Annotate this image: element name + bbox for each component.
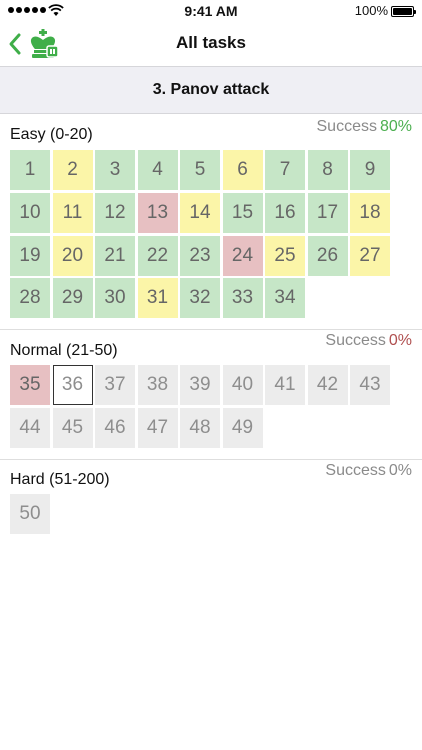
- task-cell[interactable]: 10: [10, 192, 50, 233]
- task-cell[interactable]: 42: [307, 365, 348, 405]
- task-cell[interactable]: 29: [52, 278, 93, 319]
- task-cell[interactable]: 33: [222, 278, 263, 319]
- task-cell[interactable]: 36: [52, 365, 93, 405]
- battery-icon: [391, 6, 416, 17]
- task-cell[interactable]: 35: [10, 365, 50, 405]
- task-grid-normal: 35 36 37 38 39 40 41 42 43 44 45 46 47 48 49: [10, 365, 390, 448]
- status-time: 9:41 AM: [184, 3, 238, 19]
- chess-king-logo-icon: [30, 29, 59, 58]
- success-value: 80%: [379, 118, 412, 135]
- task-cell[interactable]: 22: [137, 235, 178, 276]
- task-cell[interactable]: 20: [52, 235, 93, 276]
- task-cell[interactable]: 19: [10, 235, 50, 276]
- task-cell[interactable]: 38: [137, 365, 178, 405]
- task-cell[interactable]: 7: [265, 150, 305, 190]
- cellular-signal-icon: [8, 7, 46, 13]
- nav-title: All tasks: [176, 33, 246, 52]
- task-cell[interactable]: 26: [307, 235, 348, 276]
- success-label: Success: [316, 118, 377, 135]
- task-cell[interactable]: 8: [307, 150, 348, 190]
- back-button[interactable]: [8, 28, 68, 60]
- chevron-left-icon: [9, 33, 21, 55]
- task-cell[interactable]: 40: [222, 365, 263, 405]
- task-cell[interactable]: 32: [180, 278, 220, 319]
- task-cell[interactable]: 50: [10, 494, 50, 534]
- task-grid-easy: 1 2 3 4 5 6 7 8 9 10 11 12 13 14 15 16 17 18 19 20 21 22 23 24 2…: [10, 150, 390, 319]
- task-cell[interactable]: 43: [350, 365, 390, 405]
- task-cell[interactable]: 23: [180, 235, 220, 276]
- task-cell[interactable]: 39: [180, 365, 220, 405]
- level-label: Hard (51-200): [10, 471, 110, 488]
- task-cell[interactable]: 27: [350, 235, 390, 276]
- task-cell[interactable]: 45: [52, 407, 93, 448]
- task-cell[interactable]: 4: [137, 150, 178, 190]
- task-cell[interactable]: 3: [95, 150, 135, 190]
- nav-bar: All tasks: [0, 22, 422, 66]
- task-cell[interactable]: 16: [265, 192, 305, 233]
- task-cell[interactable]: 21: [95, 235, 135, 276]
- level-success: Success 0%: [325, 332, 412, 350]
- task-grid-hard: 50: [10, 494, 390, 534]
- task-cell[interactable]: 31: [137, 278, 178, 319]
- success-label: Success: [325, 462, 386, 479]
- level-label: Easy (0-20): [10, 126, 93, 143]
- level-label: Normal (21-50): [10, 342, 118, 359]
- level-normal: Normal (21-50) Success 0% 35 36 37 38 39 40 41 4…: [0, 330, 422, 460]
- section-header: 3. Panov attack: [0, 66, 422, 114]
- level-hard: Hard (51-200) Success 0% 50: [0, 460, 422, 550]
- task-cell[interactable]: 12: [95, 192, 135, 233]
- task-cell[interactable]: 2: [52, 150, 93, 190]
- success-value: 0%: [388, 462, 412, 479]
- task-cell[interactable]: 11: [52, 192, 93, 233]
- level-easy: Easy (0-20) Success 80% 1 2 3 4 5 6 7 8 9 10 11 12 13…: [0, 114, 422, 330]
- task-cell[interactable]: 48: [180, 407, 220, 448]
- task-cell[interactable]: 25: [265, 235, 305, 276]
- level-success: Success 80%: [317, 118, 413, 136]
- level-divider: [0, 459, 422, 460]
- task-cell[interactable]: 17: [307, 192, 348, 233]
- task-cell[interactable]: 30: [95, 278, 135, 319]
- task-cell[interactable]: 15: [222, 192, 263, 233]
- task-cell[interactable]: 24: [222, 235, 263, 276]
- task-cell[interactable]: 14: [180, 192, 220, 233]
- status-bar: 9:41 AM 100%: [0, 0, 422, 22]
- task-cell[interactable]: 9: [350, 150, 390, 190]
- task-cell[interactable]: 37: [95, 365, 135, 405]
- battery-percent: 100%: [354, 3, 388, 18]
- section-title: 3. Panov attack: [152, 81, 270, 98]
- task-cell[interactable]: 44: [10, 407, 50, 448]
- success-value: 0%: [388, 332, 412, 349]
- wifi-icon: [48, 4, 64, 16]
- task-cell[interactable]: 34: [265, 278, 305, 319]
- task-cell[interactable]: 41: [265, 365, 305, 405]
- task-cell[interactable]: 28: [10, 278, 50, 319]
- success-label: Success: [325, 332, 386, 349]
- task-cell[interactable]: 49: [222, 407, 263, 448]
- task-cell[interactable]: 6: [222, 150, 263, 190]
- level-divider: [0, 329, 422, 330]
- task-cell[interactable]: 5: [180, 150, 220, 190]
- task-cell[interactable]: 46: [95, 407, 135, 448]
- level-success: Success 0%: [325, 462, 412, 480]
- task-cell[interactable]: 47: [137, 407, 178, 448]
- task-cell[interactable]: 18: [350, 192, 390, 233]
- task-cell[interactable]: 1: [10, 150, 50, 190]
- task-cell[interactable]: 13: [137, 192, 178, 233]
